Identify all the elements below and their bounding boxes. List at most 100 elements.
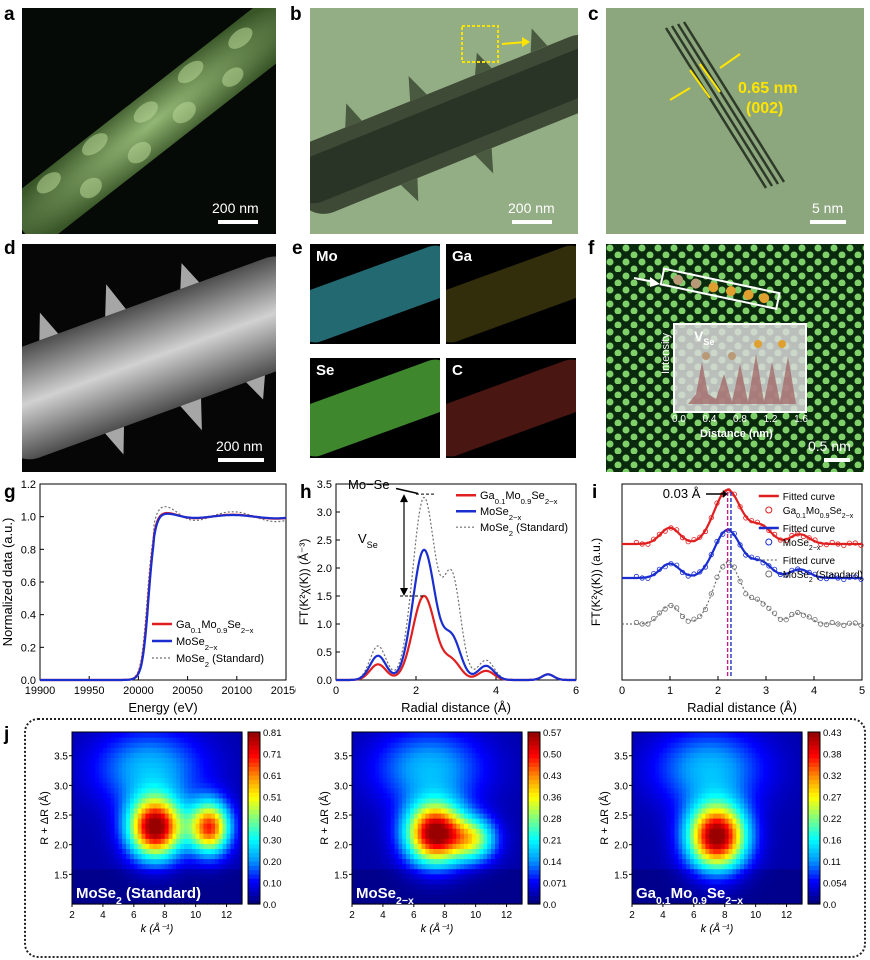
heatmap-cell xyxy=(686,767,691,774)
legend-data-swatch xyxy=(765,570,773,578)
heatmap-cell xyxy=(728,858,734,865)
heatmap-cell xyxy=(110,787,116,794)
heatmap-cell xyxy=(475,752,481,758)
heatmap-cell xyxy=(141,893,146,900)
heatmap-cell xyxy=(102,787,108,794)
colorbar-segment xyxy=(808,839,820,845)
data-point-standard xyxy=(691,616,697,622)
heatmap-cell xyxy=(632,838,637,844)
heatmap-cell xyxy=(794,742,799,748)
colorbar-segment xyxy=(808,770,820,776)
heatmap-cell xyxy=(666,828,672,834)
heatmap-cell xyxy=(99,893,104,900)
heatmap-cell xyxy=(693,737,699,743)
heatmap-cell xyxy=(693,787,699,794)
heatmap-cell xyxy=(126,853,131,860)
heatmap-cell xyxy=(701,732,706,738)
heatmap-cell xyxy=(647,878,652,885)
heatmap-cell xyxy=(382,757,388,763)
heatmap-cell xyxy=(75,858,81,865)
heatmap-cell xyxy=(130,823,135,829)
heatmap-cell xyxy=(394,833,399,839)
hrtem-image-c: 0.65 nm (002) 5 nm xyxy=(606,8,864,234)
heatmap-cell xyxy=(697,742,703,748)
heatmap-cell xyxy=(141,818,146,824)
heatmap-cell xyxy=(87,762,92,769)
heatmap-cell xyxy=(187,878,193,885)
legend-label-standard: MoSe2 (Standard) xyxy=(480,522,568,538)
heatmap-cell xyxy=(678,782,683,789)
heatmap-cell xyxy=(771,782,776,789)
y-tick-label: 0.6 xyxy=(21,577,36,589)
heatmap-cell xyxy=(398,747,403,753)
heatmap-cell xyxy=(222,843,228,849)
heatmap-cell xyxy=(164,772,170,779)
heatmap-cell xyxy=(234,807,239,814)
heatmap-cell xyxy=(187,898,193,905)
heatmap-cell xyxy=(460,762,465,769)
heatmap-cell xyxy=(483,792,488,799)
heatmap-cell xyxy=(72,868,77,875)
fitted-curve-ga xyxy=(622,488,862,546)
heatmap-cell xyxy=(379,848,384,855)
heatmap-cell xyxy=(717,838,722,844)
heatmap-cell xyxy=(102,823,108,829)
heatmap-cell xyxy=(495,858,500,865)
heatmap-cell xyxy=(406,807,411,814)
heatmap-cell xyxy=(176,848,181,855)
heatmap-cell xyxy=(122,732,127,738)
heatmap-cell xyxy=(87,812,92,819)
heatmap-cell xyxy=(693,898,699,905)
heatmap-cell xyxy=(705,792,710,799)
heatmap-cell xyxy=(491,812,496,819)
colorbar-segment xyxy=(248,830,260,836)
heatmap-cell xyxy=(402,762,407,769)
heatmap-cell xyxy=(763,762,768,769)
heatmap-cell xyxy=(651,853,656,860)
heatmap-cell xyxy=(448,772,454,779)
heatmap-cell xyxy=(417,888,423,895)
heatmap-cell xyxy=(514,737,519,743)
heatmap-cell xyxy=(371,742,376,748)
heatmap-cell xyxy=(72,883,77,890)
heatmap-cell xyxy=(686,863,691,870)
heatmap-cell xyxy=(790,782,795,789)
heatmap-cell xyxy=(444,858,450,865)
colorbar-segment xyxy=(528,800,540,806)
heatmap-cell xyxy=(632,812,637,819)
heatmap-cell xyxy=(126,893,131,900)
heatmap-cell xyxy=(690,747,695,753)
heatmap-cell xyxy=(114,833,119,839)
heatmap-cell xyxy=(763,823,768,829)
heatmap-cell xyxy=(448,868,454,875)
heatmap-cell xyxy=(475,858,481,865)
heatmap-cell xyxy=(75,848,81,855)
heatmap-cell xyxy=(371,848,376,855)
heatmap-cell xyxy=(495,843,500,849)
heatmap-cell xyxy=(467,757,473,763)
heatmap-cell xyxy=(390,863,396,870)
heatmap-cell xyxy=(720,797,726,804)
heatmap-cell xyxy=(429,838,434,844)
heatmap-cell xyxy=(137,757,143,763)
heatmap-cell xyxy=(444,812,450,819)
heatmap-cell xyxy=(728,767,734,774)
heatmap-cell xyxy=(130,888,135,895)
heatmap-cell xyxy=(199,828,204,834)
heatmap-cell xyxy=(448,777,454,784)
heatmap-cell xyxy=(491,752,496,758)
heatmap-cell xyxy=(352,792,357,799)
colorbar-segment xyxy=(808,891,820,896)
heatmap-cell xyxy=(122,812,127,819)
heatmap-cell xyxy=(99,898,104,905)
heatmap-cell xyxy=(382,737,388,743)
heatmap-cell xyxy=(406,878,411,885)
heatmap-cell xyxy=(717,807,722,814)
heatmap-cell xyxy=(701,853,706,860)
heatmap-cell xyxy=(782,823,788,829)
heatmap-cell xyxy=(744,732,749,738)
heatmap-cell xyxy=(775,848,780,855)
heatmap-cell xyxy=(398,732,403,738)
heatmap-cell xyxy=(728,893,734,900)
heatmap-cell xyxy=(79,888,85,895)
